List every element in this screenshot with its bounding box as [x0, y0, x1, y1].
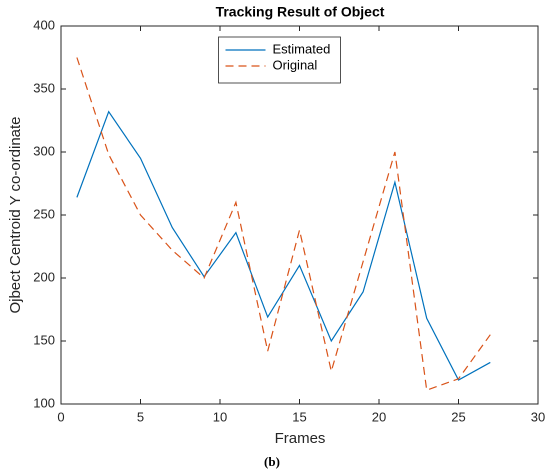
x-tick-label: 0: [57, 409, 64, 424]
legend-box: [218, 36, 341, 84]
y-tick-label: 200: [33, 269, 55, 284]
data-line: [76, 110, 491, 381]
y-tick-label: 350: [33, 80, 55, 95]
y-tick-label: 100: [33, 395, 55, 410]
plot-frame: [60, 25, 539, 405]
y-tick-label: 400: [33, 17, 55, 32]
x-tick-label: 10: [213, 409, 227, 424]
figure-caption: (b): [264, 454, 280, 469]
legend-label: Original: [273, 57, 318, 72]
x-tick-label: 25: [451, 409, 465, 424]
data-line: [76, 57, 491, 391]
chart-title: Tracking Result of Object: [216, 4, 385, 20]
y-tick-label: 150: [33, 332, 55, 347]
x-axis-label: Frames: [275, 430, 326, 447]
y-tick-label: 300: [33, 143, 55, 158]
x-tick-label: 30: [531, 409, 545, 424]
legend-label: Estimated: [273, 41, 331, 56]
x-tick-label: 5: [137, 409, 144, 424]
y-axis-label: Ojbect Centroid Y co-ordinate: [7, 116, 24, 313]
x-tick-label: 15: [292, 409, 306, 424]
y-tick-label: 250: [33, 206, 55, 221]
x-tick-label: 20: [372, 409, 386, 424]
